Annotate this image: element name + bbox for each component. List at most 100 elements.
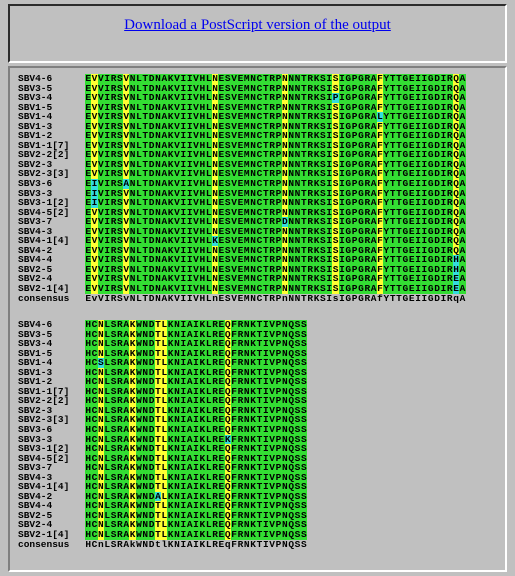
- residue: R: [268, 111, 276, 123]
- residue: D: [433, 111, 441, 123]
- residue: N: [249, 197, 257, 209]
- residue: R: [237, 509, 244, 521]
- residue: L: [205, 529, 212, 541]
- residue: I: [262, 404, 269, 416]
- residue: N: [129, 254, 136, 266]
- residue: K: [129, 338, 136, 350]
- residue: E: [218, 424, 225, 436]
- residue: I: [326, 130, 333, 142]
- residue: I: [440, 82, 447, 94]
- sequence-name: SBV1-2: [18, 130, 53, 142]
- residue: L: [205, 111, 212, 123]
- residue: I: [338, 216, 346, 228]
- residue: R: [110, 283, 117, 295]
- residue: R: [110, 120, 117, 132]
- residue: I: [180, 519, 187, 531]
- residue: L: [135, 283, 143, 295]
- residue: L: [161, 509, 168, 521]
- residue: D: [433, 206, 441, 218]
- residue: H: [85, 338, 92, 350]
- residue: E: [218, 197, 225, 209]
- residue: K: [167, 509, 174, 521]
- residue: A: [370, 149, 377, 161]
- residue: K: [129, 414, 136, 426]
- residue: T: [256, 481, 263, 493]
- residue: S: [224, 82, 231, 94]
- residue: S: [319, 168, 327, 180]
- residue: N: [211, 130, 219, 142]
- residue: P: [351, 225, 358, 237]
- residue: G: [402, 254, 409, 266]
- residue: I: [326, 158, 333, 170]
- residue: N: [129, 225, 136, 237]
- residue: R: [268, 158, 276, 170]
- residue: I: [180, 168, 187, 180]
- residue: N: [294, 273, 301, 285]
- residue: I: [180, 178, 187, 190]
- residue: T: [256, 319, 263, 330]
- residue: K: [199, 529, 206, 541]
- residue: V: [97, 197, 105, 209]
- residue: T: [256, 471, 263, 483]
- residue: N: [281, 366, 288, 378]
- residue: E: [85, 101, 92, 113]
- residue: R: [307, 149, 314, 161]
- residue: I: [186, 283, 193, 295]
- residue: I: [326, 197, 333, 209]
- residue: P: [275, 111, 282, 123]
- residue: R: [268, 254, 276, 266]
- residue: H: [85, 509, 92, 521]
- residue: V: [97, 273, 105, 285]
- residue: V: [173, 187, 181, 199]
- residue: K: [249, 414, 257, 426]
- residue: N: [294, 292, 301, 304]
- residue: I: [414, 225, 422, 237]
- residue: Q: [452, 235, 460, 247]
- residue: I: [262, 538, 269, 550]
- download-link[interactable]: Download a PostScript version of the out…: [124, 17, 391, 33]
- residue: H: [199, 292, 206, 304]
- residue: V: [268, 424, 276, 436]
- residue: A: [161, 168, 168, 180]
- residue: N: [294, 101, 301, 113]
- residue: N: [243, 481, 250, 493]
- residue: I: [421, 92, 428, 104]
- residue: A: [123, 395, 130, 407]
- residue: L: [205, 500, 212, 512]
- residue: W: [135, 424, 143, 436]
- sequence: EVVIRSVNLTDNAKVIIVHLNESVEMNCTRPDNNTRKSIS…: [85, 217, 466, 227]
- residue: S: [110, 376, 117, 388]
- residue: N: [288, 206, 295, 218]
- residue: S: [300, 519, 308, 531]
- residue: L: [104, 500, 111, 512]
- residue: N: [154, 235, 162, 247]
- residue: H: [199, 101, 206, 113]
- residue: L: [161, 481, 168, 493]
- sequence: EIVIRSANLTDNAKVIIVHLNESVEMNCTRPNNNTRKSIS…: [85, 179, 466, 189]
- sequence-name: SBV1-4: [18, 357, 53, 369]
- sequence-name: SBV2-5: [18, 509, 53, 521]
- residue: L: [135, 73, 143, 84]
- residue: I: [104, 130, 111, 142]
- residue: Q: [288, 328, 295, 340]
- residue: N: [288, 235, 295, 247]
- residue: V: [91, 168, 98, 180]
- residue: V: [230, 235, 238, 247]
- residue: R: [446, 197, 453, 209]
- sequence: EVVIRSVNLTDNAKVIIVHLNESVEMNCTRPNNNTRKSIS…: [85, 208, 466, 218]
- residue: Q: [224, 443, 231, 455]
- residue: T: [142, 139, 149, 151]
- residue: L: [205, 366, 212, 378]
- residue: N: [97, 443, 105, 455]
- residue: L: [135, 235, 143, 247]
- residue: D: [148, 481, 155, 493]
- residue: G: [402, 82, 409, 94]
- residue: T: [262, 120, 269, 132]
- residue: R: [268, 82, 276, 94]
- residue: I: [186, 273, 193, 285]
- residue: I: [421, 82, 428, 94]
- residue: Q: [288, 481, 295, 493]
- residue: N: [281, 481, 288, 493]
- residue: T: [395, 139, 403, 151]
- residue: I: [186, 92, 193, 104]
